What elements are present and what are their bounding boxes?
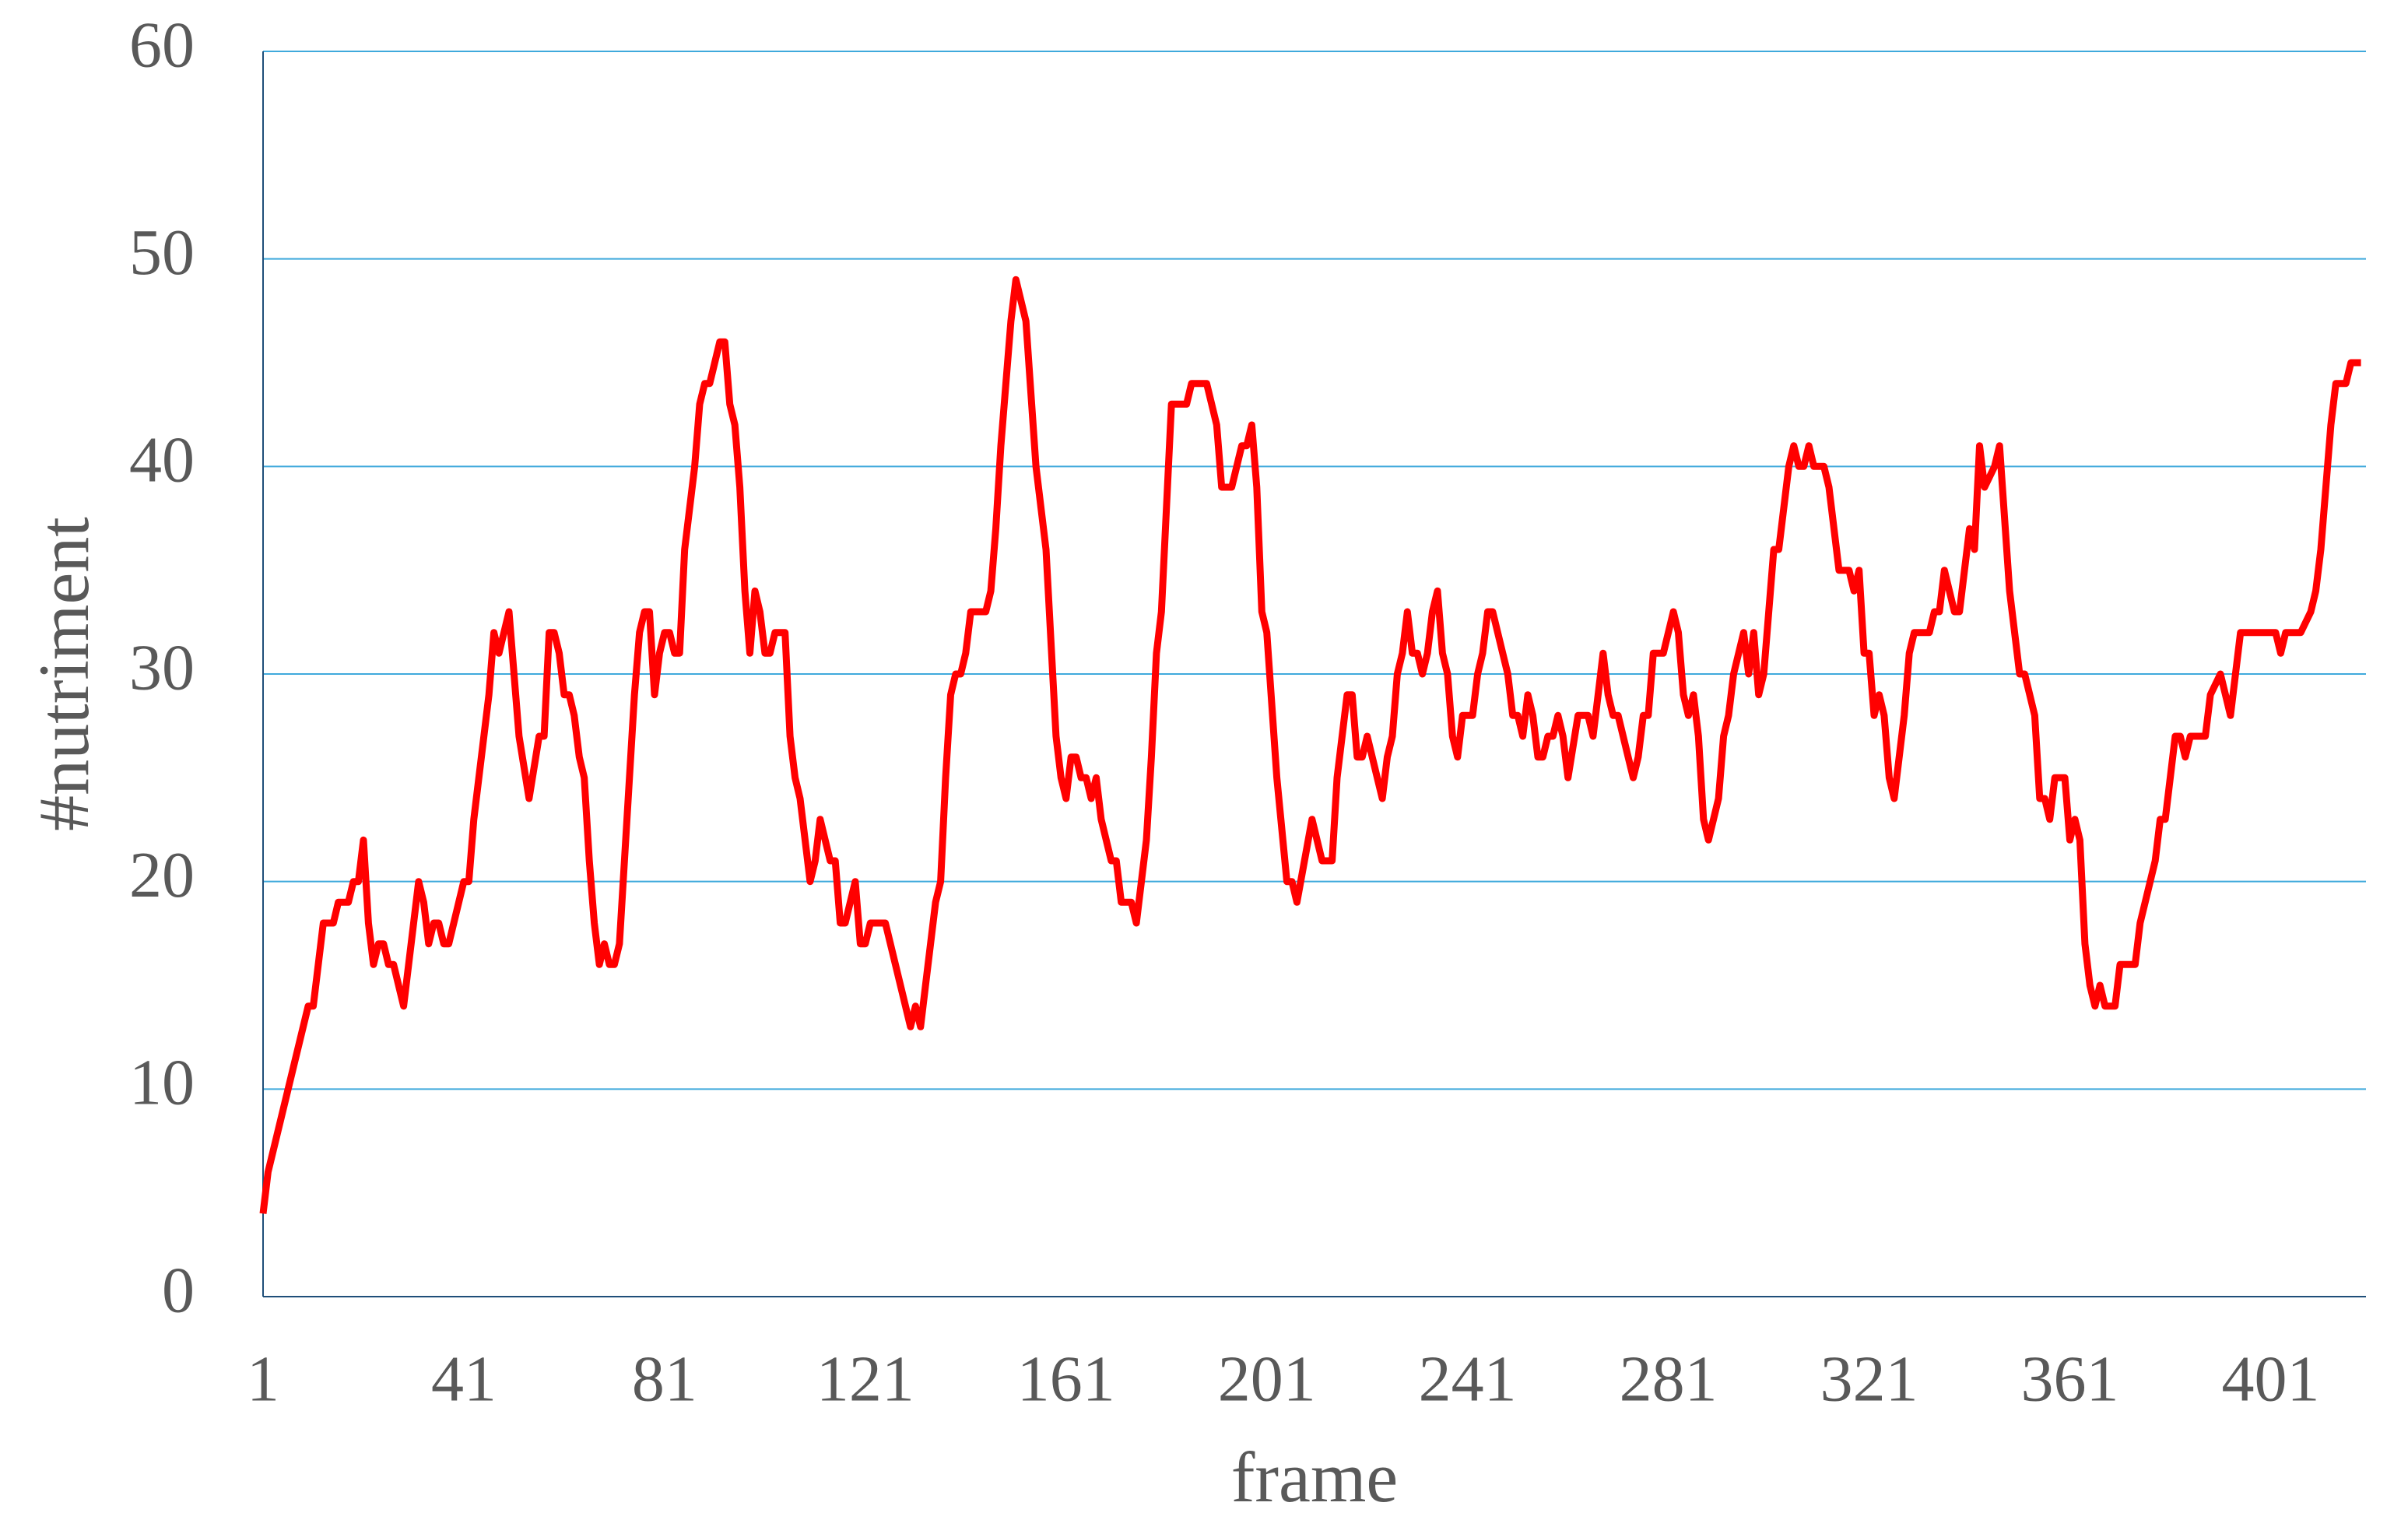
- x-tick-label: 1: [247, 1343, 279, 1415]
- x-tick-label: 281: [1620, 1343, 1718, 1415]
- data-line: [259, 276, 2361, 1214]
- x-tick-label: 401: [2221, 1343, 2319, 1415]
- x-axis-title: frame: [1231, 1437, 1399, 1517]
- y-tick-label: 10: [129, 1047, 195, 1119]
- x-tick-label: 161: [1017, 1343, 1115, 1415]
- y-tick-label: 30: [129, 631, 195, 704]
- x-tick-label: 41: [431, 1343, 497, 1415]
- x-tick-label: 321: [1820, 1343, 1918, 1415]
- y-tick-label: 0: [162, 1254, 195, 1326]
- y-tick-label: 20: [129, 839, 195, 911]
- x-tick-label: 81: [632, 1343, 697, 1415]
- x-tick-label: 241: [1419, 1343, 1517, 1415]
- x-tick-label: 361: [2021, 1343, 2119, 1415]
- y-axis-title: #nutriment: [24, 517, 104, 831]
- x-tick-label: 121: [816, 1343, 914, 1415]
- x-tick-label: 201: [1218, 1343, 1316, 1415]
- y-tick-label: 50: [129, 216, 195, 289]
- y-tick-label: 60: [129, 9, 195, 81]
- y-tick-label: 40: [129, 424, 195, 497]
